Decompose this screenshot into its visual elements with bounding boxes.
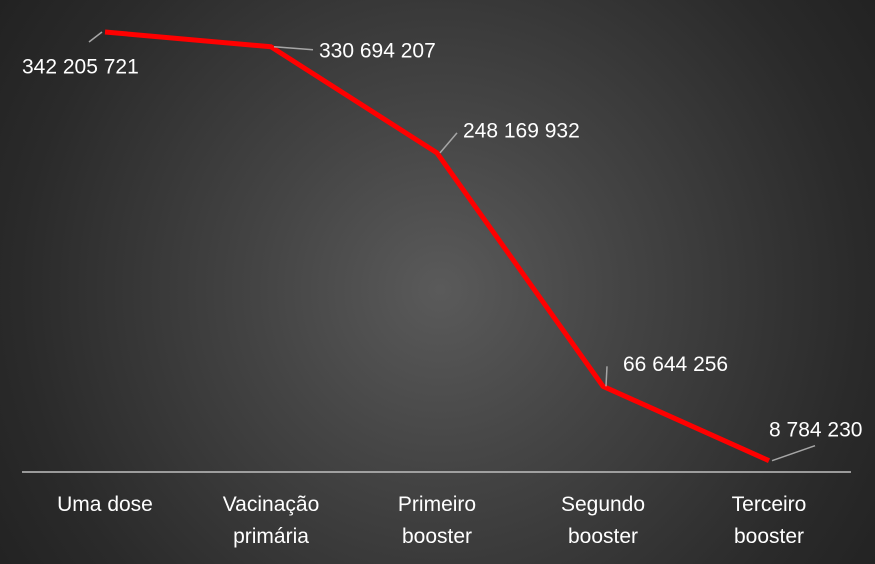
data-label: 248 169 932 [463, 119, 580, 142]
x-tick-label: Primeiro booster [397, 493, 477, 548]
data-line [104, 29, 771, 463]
label-leader [88, 31, 103, 43]
label-leader [771, 444, 816, 462]
x-tick-label: Vacinação primária [222, 493, 320, 548]
label-leader [439, 132, 458, 154]
x-tick-label: Segundo booster [560, 493, 646, 548]
x-tick-label: Terceiro booster [731, 493, 807, 548]
data-label: 330 694 207 [319, 39, 436, 62]
x-tick-label: Uma dose [57, 493, 153, 516]
label-leader [605, 366, 608, 387]
label-leader [273, 46, 314, 51]
data-label: 342 205 721 [22, 56, 139, 79]
data-label: 66 644 256 [623, 353, 728, 376]
data-label: 8 784 230 [769, 418, 862, 441]
